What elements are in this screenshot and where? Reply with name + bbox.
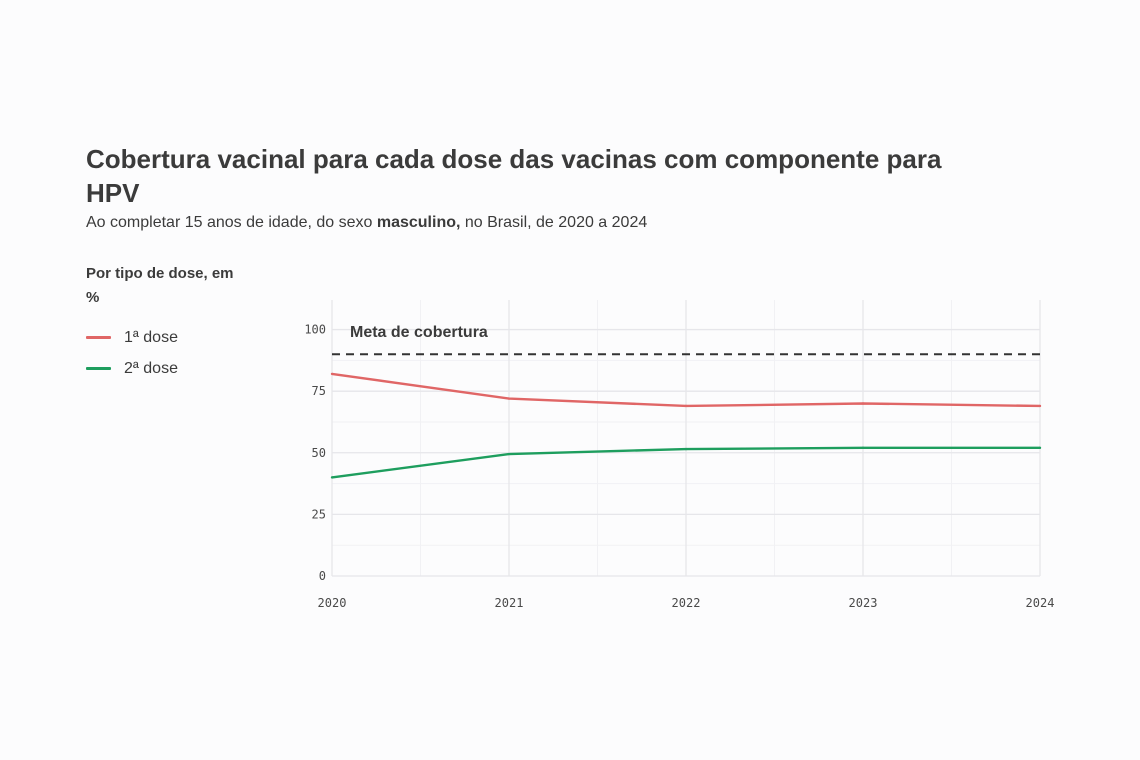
- series-point-2: [684, 447, 688, 451]
- legend-swatch-first-dose: [86, 336, 111, 339]
- series-point-2: [507, 452, 511, 456]
- x-tick-label: 2020: [318, 596, 347, 610]
- series-point-1: [330, 372, 334, 376]
- legend-label-first-dose: 1ª dose: [124, 328, 178, 346]
- legend: Por tipo de dose, em % 1ª dose 2ª dose: [86, 262, 276, 384]
- subtitle-text-post: no Brasil, de 2020 a 2024: [460, 214, 648, 231]
- x-tick-label: 2021: [495, 596, 524, 610]
- series-point-2: [861, 446, 865, 450]
- y-tick-label: 50: [312, 446, 326, 460]
- subtitle-text-pre: Ao completar 15 anos de idade, do sexo: [86, 214, 377, 231]
- y-tick-label: 75: [312, 384, 326, 398]
- series-point-1: [1038, 404, 1042, 408]
- series-point-2: [1038, 446, 1042, 450]
- chart-subtitle: Ao completar 15 anos de idade, do sexo m…: [86, 214, 986, 232]
- x-tick-label: 2023: [849, 596, 878, 610]
- x-tick-label: 2024: [1026, 596, 1055, 610]
- series-point-1: [507, 397, 511, 400]
- y-tick-label: 100: [304, 323, 326, 337]
- legend-item-second-dose: 2ª dose: [86, 353, 276, 384]
- legend-label-second-dose: 2ª dose: [124, 359, 178, 377]
- legend-title: Por tipo de dose, em %: [86, 265, 234, 306]
- y-tick-label: 0: [319, 569, 326, 583]
- legend-item-first-dose: 1ª dose: [86, 322, 276, 353]
- series-point-2: [330, 476, 334, 479]
- subtitle-text-bold: masculino,: [376, 214, 461, 231]
- target-label: Meta de cobertura: [350, 324, 488, 341]
- chart-title: Cobertura vacinal para cada dose das vac…: [86, 144, 942, 208]
- x-tick-label: 2022: [672, 596, 701, 610]
- series-point-1: [861, 402, 865, 405]
- series-point-1: [684, 404, 688, 408]
- y-tick-label: 25: [312, 507, 326, 521]
- legend-swatch-second-dose: [86, 367, 111, 370]
